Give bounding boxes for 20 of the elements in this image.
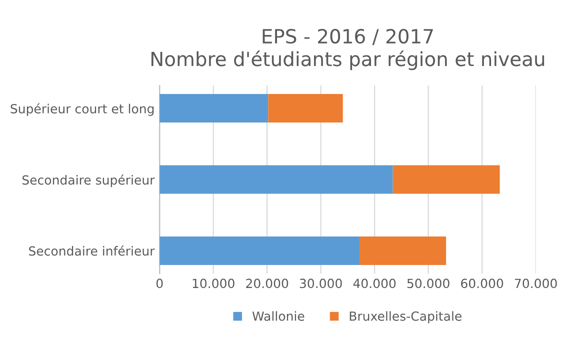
bar [160, 236, 360, 266]
x-tick-label: 50.000 [407, 278, 450, 288]
x-tick-label: 60.000 [461, 278, 504, 288]
bar [268, 94, 343, 123]
x-tick-label: 40.000 [353, 278, 396, 288]
bar [392, 165, 500, 194]
x-tick-label: 0 [156, 278, 163, 288]
y-tick-label: Supérieur court et long [10, 103, 154, 116]
bar [360, 236, 446, 266]
y-tick-label: Secondaire inférieur [29, 246, 155, 256]
bar [160, 165, 393, 194]
legend-label: Bruxelles-Capitale [350, 311, 462, 324]
y-tick-label: Secondaire supérieur [22, 174, 155, 188]
x-tick-label: 10.000 [192, 278, 234, 288]
x-tick-label: 20.000 [246, 278, 288, 288]
chart-title: EPS - 2016 / 2017 Nombre d'étudiants par région et niveau [151, 28, 544, 70]
bar [160, 94, 268, 123]
x-tick-label: 70.000 [514, 278, 557, 288]
legend-label: Wallonie [252, 311, 304, 321]
x-tick-label: 30.000 [300, 278, 342, 288]
